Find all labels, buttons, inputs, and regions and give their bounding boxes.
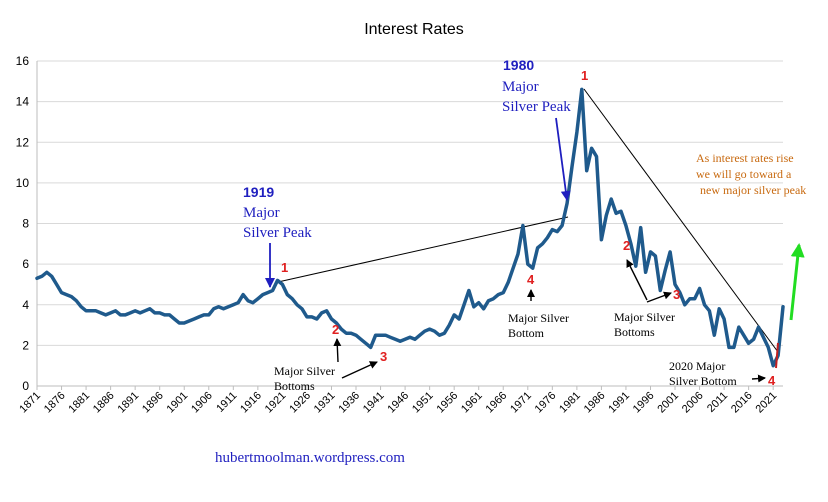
peak-1980-year: 1980 (503, 57, 534, 73)
bottoms-1990s-line1: Major Silver (614, 310, 675, 324)
x-tick-label: 1876 (42, 390, 68, 416)
x-tick-label: 1891 (115, 390, 141, 416)
bottoms-1930s-line2: Bottoms (274, 379, 315, 393)
x-tick-label: 1921 (263, 390, 289, 416)
y-tick-label: 10 (16, 176, 30, 190)
peak-1980-marker: 1 (581, 68, 588, 83)
bottom-1971-line1: Major Silver (508, 311, 569, 325)
x-tick-label: 1916 (238, 390, 264, 416)
bottom-1931-marker: 2 (332, 322, 339, 337)
forecast-line2: we will go toward a (696, 167, 792, 181)
bottom-1971-marker: 4 (527, 272, 535, 287)
interest-rate-line (35, 87, 785, 368)
x-tick-label: 1991 (606, 390, 632, 416)
trendline-1980-2020 (583, 88, 779, 353)
y-tick-label: 16 (16, 54, 30, 68)
x-tick-label: 1871 (17, 390, 43, 416)
y-tick-label: 14 (16, 95, 30, 109)
bottom-2020-red-bar (775, 342, 779, 369)
x-tick-label: 1986 (582, 390, 608, 416)
y-axis-tick-labels: 0 2 4 6 8 10 12 14 16 (16, 54, 30, 393)
bottom-2000-arrow (646, 291, 672, 303)
bottom-1941-arrow (341, 361, 378, 379)
x-tick-label: 1906 (189, 390, 215, 416)
x-tick-label: 2011 (705, 390, 730, 415)
peak-1980-arrow (555, 117, 571, 201)
chart-title: Interest Rates (364, 21, 464, 38)
gridlines (36, 60, 783, 390)
x-tick-label: 1881 (66, 390, 92, 416)
bottom-2020-arrow (751, 374, 766, 383)
peak-1919-year: 1919 (243, 184, 274, 200)
x-tick-label: 1941 (361, 390, 387, 416)
y-tick-label: 6 (22, 257, 29, 271)
x-tick-label: 1951 (410, 390, 436, 416)
forecast-line3: new major silver peak (700, 183, 806, 197)
bottom-2020-line1: 2020 Major (669, 359, 725, 373)
x-tick-label: 2021 (754, 390, 780, 416)
x-tick-label: 1911 (214, 390, 239, 415)
x-tick-label: 1931 (312, 390, 338, 416)
bottom-1990-marker: 2 (623, 238, 630, 253)
x-tick-label: 1886 (91, 390, 117, 416)
x-tick-label: 1961 (459, 390, 485, 416)
bottom-1971-line2: Bottom (508, 326, 545, 340)
bottom-2020-line2: Silver Bottom (669, 374, 737, 388)
x-tick-label: 1936 (336, 390, 362, 416)
x-tick-label: 2001 (655, 390, 681, 416)
y-tick-label: 0 (22, 379, 29, 393)
forecast-line1: As interest rates rise (696, 151, 794, 165)
x-tick-label: 1981 (557, 390, 583, 416)
peak-1980-line1: Major (502, 79, 539, 95)
bottoms-1930s-line1: Major Silver (274, 364, 335, 378)
peak-1919-line2: Silver Peak (243, 225, 312, 241)
bottom-1931-arrow (333, 338, 342, 363)
source-link[interactable]: hubertmoolman.wordpress.com (215, 450, 405, 466)
y-tick-label: 8 (22, 217, 29, 231)
x-tick-label: 1901 (165, 390, 191, 416)
x-tick-label: 1966 (484, 390, 510, 416)
forecast-green-arrow (789, 243, 805, 321)
peak-1919-line1: Major (243, 205, 280, 221)
bottom-1941-marker: 3 (380, 349, 387, 364)
x-tick-label: 2016 (729, 390, 755, 416)
peak-1919-marker: 1 (281, 260, 288, 275)
x-tick-label: 1996 (631, 390, 657, 416)
x-tick-label: 1926 (287, 390, 313, 416)
x-tick-label: 1971 (508, 390, 534, 416)
bottom-2000-marker: 3 (673, 287, 680, 302)
peak-1980-line2: Silver Peak (502, 99, 571, 115)
bottoms-1990s-line2: Bottoms (614, 325, 655, 339)
bottom-1990-arrow (626, 259, 648, 301)
y-tick-label: 2 (22, 338, 29, 352)
y-tick-label: 4 (22, 298, 29, 312)
x-tick-label: 1976 (533, 390, 559, 416)
x-tick-label: 1896 (140, 390, 166, 416)
trendline-1919-1980 (277, 216, 569, 283)
x-tick-label: 2006 (680, 390, 706, 416)
x-tick-label: 1946 (385, 390, 411, 416)
x-tick-label: 1956 (434, 390, 460, 416)
bottom-2020-marker: 4 (768, 373, 776, 388)
y-tick-label: 12 (16, 135, 30, 149)
